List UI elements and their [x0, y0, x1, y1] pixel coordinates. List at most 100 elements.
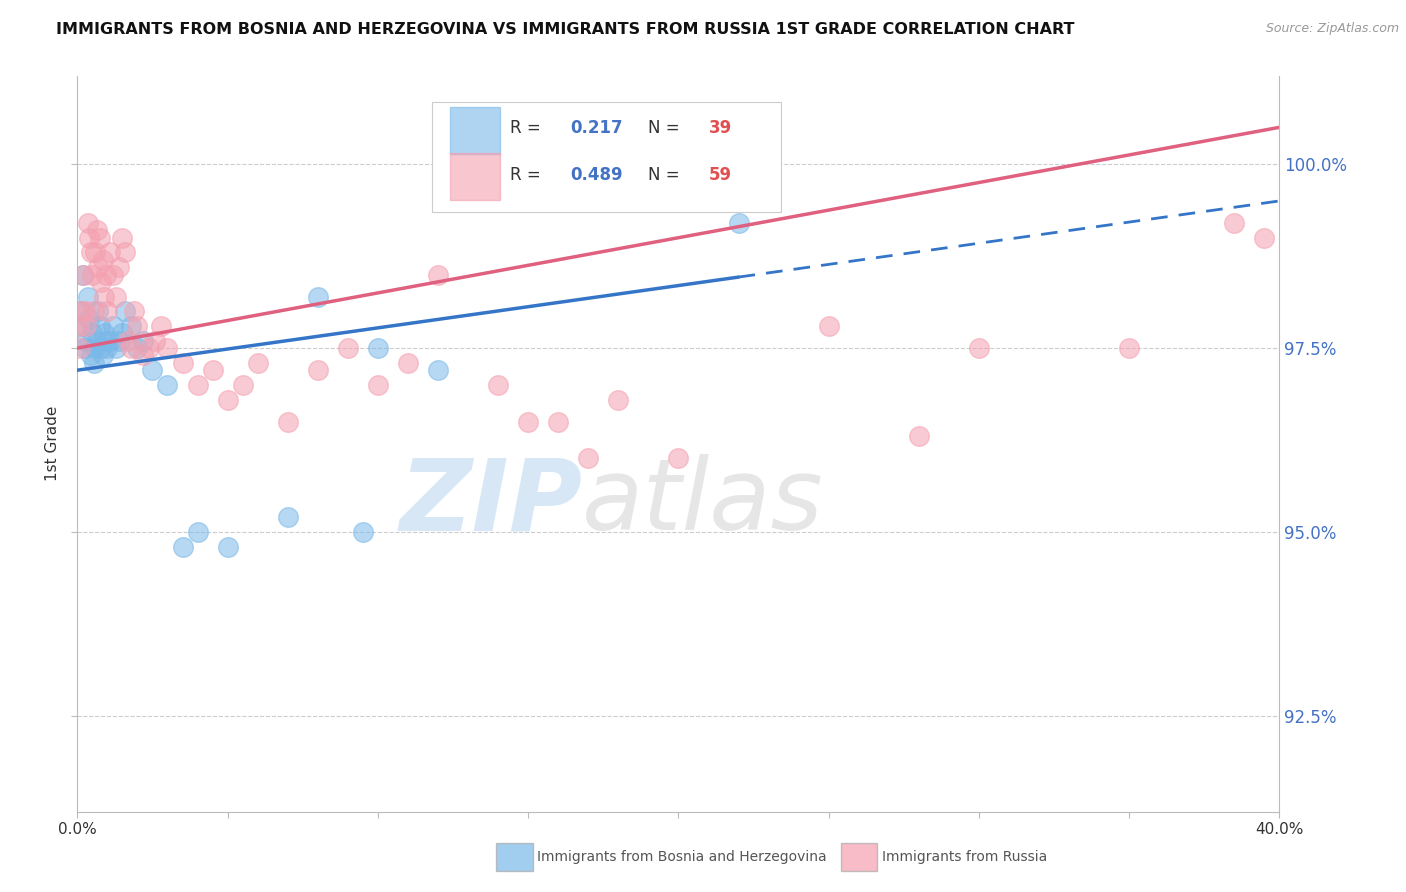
- Point: [103, 319, 125, 334]
- Point: [517, 415, 540, 429]
- Point: [96, 341, 118, 355]
- Point: [127, 341, 149, 355]
- Point: [117, 334, 139, 348]
- Point: [145, 334, 167, 348]
- Point: [217, 540, 239, 554]
- Point: [352, 525, 374, 540]
- Point: [132, 334, 155, 348]
- Point: [87, 304, 110, 318]
- Point: [80, 245, 103, 260]
- Point: [138, 341, 160, 355]
- Point: [114, 304, 136, 318]
- Point: [70, 319, 93, 334]
- Point: [103, 268, 125, 282]
- Point: [367, 378, 389, 392]
- Point: [336, 341, 359, 355]
- Point: [100, 245, 122, 260]
- Text: IMMIGRANTS FROM BOSNIA AND HERZEGOVINA VS IMMIGRANTS FROM RUSSIA 1ST GRADE CORRE: IMMIGRANTS FROM BOSNIA AND HERZEGOVINA V…: [56, 22, 1074, 37]
- Point: [79, 311, 101, 326]
- Point: [82, 326, 104, 341]
- Text: 0.489: 0.489: [571, 166, 623, 184]
- Text: N =: N =: [648, 166, 685, 184]
- Point: [187, 525, 209, 540]
- Point: [111, 326, 134, 341]
- Point: [120, 319, 142, 334]
- Text: R =: R =: [510, 120, 546, 137]
- Point: [76, 216, 98, 230]
- Point: [111, 230, 134, 244]
- Point: [75, 334, 97, 348]
- Point: [108, 334, 131, 348]
- Point: [84, 341, 107, 355]
- Point: [105, 290, 128, 304]
- Point: [367, 341, 389, 355]
- Point: [93, 290, 115, 304]
- Text: R =: R =: [510, 166, 546, 184]
- Point: [908, 429, 931, 443]
- Text: Source: ZipAtlas.com: Source: ZipAtlas.com: [1265, 22, 1399, 36]
- Point: [114, 245, 136, 260]
- Point: [80, 348, 103, 362]
- Point: [100, 334, 122, 348]
- FancyBboxPatch shape: [450, 153, 501, 201]
- Point: [83, 356, 105, 370]
- Point: [89, 230, 111, 244]
- Point: [967, 341, 990, 355]
- Text: 0.217: 0.217: [571, 120, 623, 137]
- Point: [87, 260, 110, 275]
- Point: [277, 510, 299, 524]
- Text: N =: N =: [648, 120, 685, 137]
- Point: [96, 304, 118, 318]
- Point: [69, 304, 91, 318]
- Point: [94, 268, 117, 282]
- Point: [79, 230, 101, 244]
- Point: [576, 451, 599, 466]
- Point: [668, 451, 690, 466]
- Text: 39: 39: [709, 120, 731, 137]
- Point: [75, 319, 97, 334]
- Point: [817, 319, 839, 334]
- Point: [84, 245, 107, 260]
- Point: [172, 540, 194, 554]
- Point: [124, 304, 146, 318]
- Point: [73, 341, 96, 355]
- Point: [1253, 230, 1275, 244]
- Point: [150, 319, 173, 334]
- Point: [1118, 341, 1140, 355]
- Point: [93, 326, 115, 341]
- Point: [91, 252, 114, 267]
- Text: atlas: atlas: [582, 454, 824, 551]
- Point: [607, 392, 630, 407]
- Point: [277, 415, 299, 429]
- Point: [76, 290, 98, 304]
- Point: [307, 363, 329, 377]
- Point: [232, 378, 254, 392]
- Point: [105, 341, 128, 355]
- Point: [486, 378, 509, 392]
- Point: [73, 304, 96, 318]
- Point: [90, 341, 112, 355]
- Point: [217, 392, 239, 407]
- Text: 59: 59: [709, 166, 731, 184]
- Point: [1223, 216, 1246, 230]
- Point: [156, 378, 179, 392]
- Point: [89, 319, 111, 334]
- Point: [94, 334, 117, 348]
- Point: [67, 319, 90, 334]
- Point: [172, 356, 194, 370]
- Point: [187, 378, 209, 392]
- Point: [547, 415, 569, 429]
- Point: [201, 363, 224, 377]
- FancyBboxPatch shape: [450, 107, 501, 154]
- Point: [72, 268, 94, 282]
- Point: [82, 268, 104, 282]
- Point: [108, 260, 131, 275]
- Point: [156, 341, 179, 355]
- Point: [91, 348, 114, 362]
- Point: [141, 363, 163, 377]
- Point: [69, 341, 91, 355]
- FancyBboxPatch shape: [432, 102, 780, 212]
- Text: Immigrants from Bosnia and Herzegovina: Immigrants from Bosnia and Herzegovina: [537, 850, 827, 864]
- Point: [72, 268, 94, 282]
- Point: [83, 304, 105, 318]
